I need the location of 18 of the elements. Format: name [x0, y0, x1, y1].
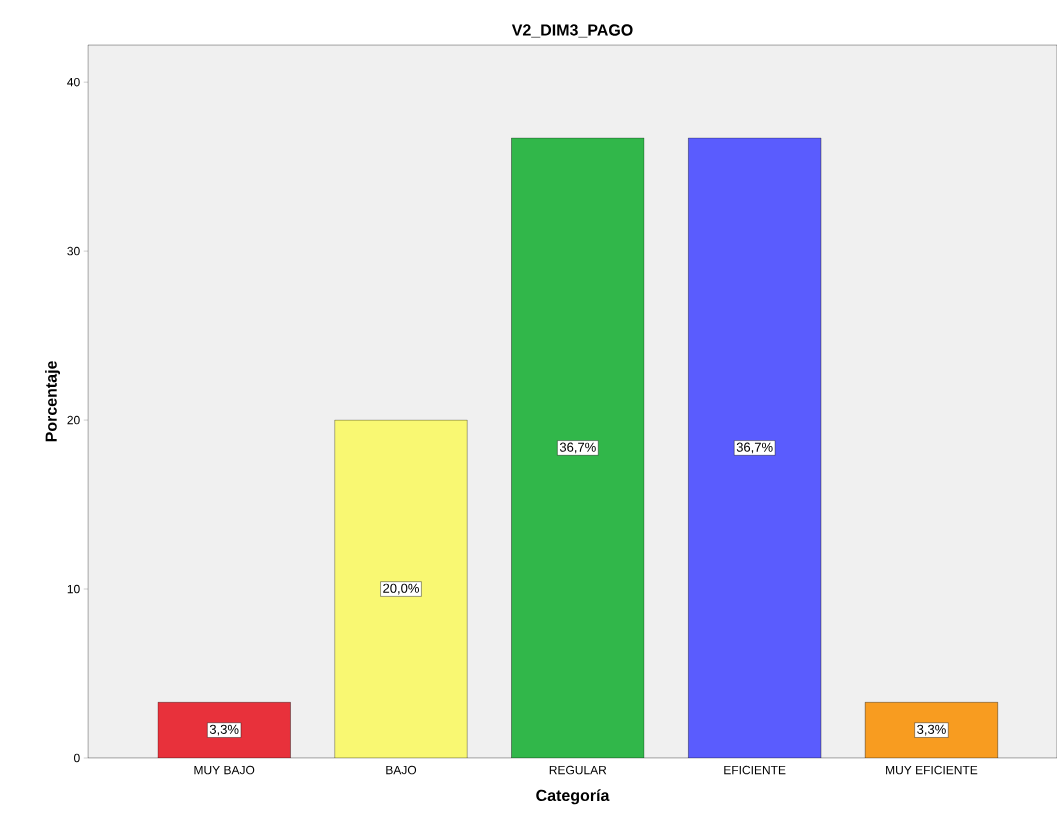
x-tick-label: EFICIENTE	[724, 765, 786, 775]
data-label: 36,7%	[736, 442, 773, 454]
y-axis-title: Porcentaje	[45, 361, 60, 442]
y-tick-label: 10	[67, 584, 80, 594]
y-tick-label: 20	[67, 415, 80, 425]
chart-title: V2_DIM3_PAGO	[511, 24, 633, 38]
x-tick-label: REGULAR	[549, 765, 607, 775]
data-label: 3,3%	[209, 724, 239, 736]
x-tick-label: MUY EFICIENTE	[886, 765, 978, 775]
data-label: 36,7%	[559, 442, 596, 454]
x-tick-label: MUY BAJO	[194, 765, 255, 775]
x-axis-title: Categoría	[536, 789, 610, 805]
data-label: 20,0%	[383, 583, 419, 595]
y-tick-label: 0	[74, 753, 80, 763]
y-tick-label: 30	[67, 246, 80, 256]
data-label: 3,3%	[917, 724, 946, 736]
y-tick-label: 40	[67, 77, 80, 87]
x-tick-label: BAJO	[386, 765, 417, 775]
